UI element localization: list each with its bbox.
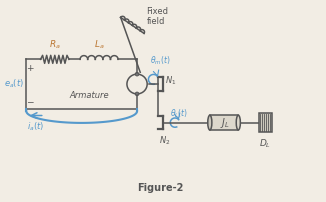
Text: $N_2$: $N_2$ xyxy=(159,134,170,147)
Bar xyxy=(259,113,272,132)
Text: $N_1$: $N_1$ xyxy=(165,75,176,87)
Bar xyxy=(210,115,238,130)
Text: $\theta_L(t)$: $\theta_L(t)$ xyxy=(170,108,188,120)
Text: $D_L$: $D_L$ xyxy=(259,137,271,150)
Text: $\theta_m(t)$: $\theta_m(t)$ xyxy=(150,55,170,67)
Text: +: + xyxy=(26,64,33,73)
Circle shape xyxy=(135,73,139,76)
Text: Fixed
field: Fixed field xyxy=(147,7,169,26)
Ellipse shape xyxy=(236,115,240,130)
Text: $L_a$: $L_a$ xyxy=(94,38,104,51)
Circle shape xyxy=(135,92,139,96)
Text: −: − xyxy=(26,97,33,106)
Text: Figure-2: Figure-2 xyxy=(138,183,184,193)
Text: $J_L$: $J_L$ xyxy=(220,116,230,130)
Text: $i_a(t)$: $i_a(t)$ xyxy=(27,120,44,133)
Text: $R_a$: $R_a$ xyxy=(49,38,61,51)
Ellipse shape xyxy=(208,115,212,130)
Text: Armature: Armature xyxy=(70,91,110,100)
Text: $e_a(t)$: $e_a(t)$ xyxy=(4,77,24,90)
Circle shape xyxy=(127,74,147,94)
